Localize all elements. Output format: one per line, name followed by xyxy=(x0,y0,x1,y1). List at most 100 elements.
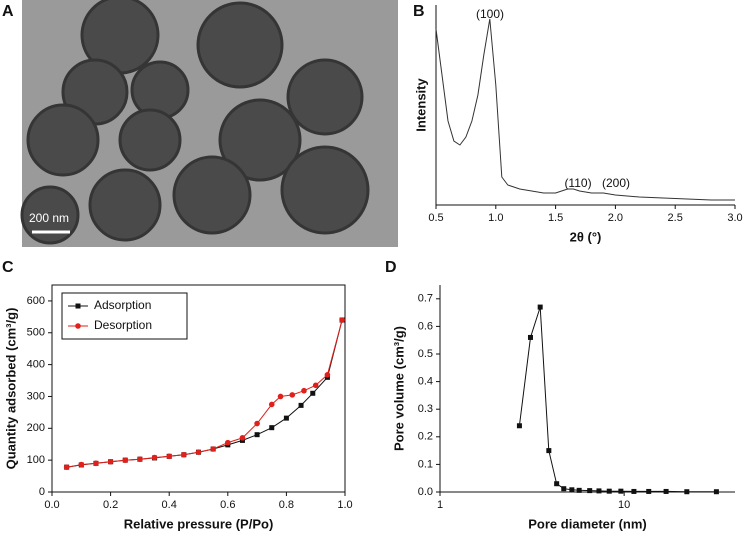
series xyxy=(64,317,345,470)
y-tick-label: 300 xyxy=(27,390,45,402)
marker xyxy=(289,392,296,398)
x-tick-label: 2.0 xyxy=(608,212,623,224)
marker xyxy=(239,435,246,441)
marker xyxy=(516,423,522,429)
x-tick-label: 1.5 xyxy=(548,212,563,224)
marker xyxy=(561,486,567,492)
panel-label: C xyxy=(2,259,14,276)
marker xyxy=(166,453,172,460)
marker xyxy=(663,488,669,494)
marker xyxy=(254,420,260,427)
series xyxy=(516,304,719,495)
panel-label: A xyxy=(2,3,14,20)
marker xyxy=(137,456,143,462)
y-axis-label: Intensity xyxy=(413,78,428,132)
y-tick-label: 200 xyxy=(27,422,45,434)
plot-frame xyxy=(51,284,346,493)
x-tick-label: 10 xyxy=(618,499,630,511)
marker xyxy=(93,460,99,467)
y-tick-label: 500 xyxy=(27,327,45,339)
marker xyxy=(587,488,593,494)
marker xyxy=(646,488,652,494)
x-tick-label: 3.0 xyxy=(727,212,742,224)
x-tick-label: 0.8 xyxy=(279,499,294,511)
y-tick-label: 0.5 xyxy=(418,348,433,360)
marker xyxy=(195,449,202,455)
legend-label: Adsorption xyxy=(94,298,151,312)
marker xyxy=(631,488,637,494)
marker xyxy=(107,458,114,465)
marker xyxy=(301,387,307,394)
legend: Adsorption Desorption xyxy=(61,292,188,340)
annotation: (110) xyxy=(564,176,591,190)
marker xyxy=(312,382,319,389)
y-tick-label: 0.1 xyxy=(418,458,433,470)
marker xyxy=(576,487,582,493)
legend-box xyxy=(61,292,188,340)
y-tick-label: 100 xyxy=(27,454,45,466)
x-tick-label: 0.6 xyxy=(220,499,235,511)
x-axis-label: Relative pressure (P/Po) xyxy=(124,516,274,531)
marker xyxy=(684,489,690,495)
x-tick-label: 0.2 xyxy=(103,499,118,511)
y-tick-label: 400 xyxy=(27,359,45,371)
y-tick-label: 0.6 xyxy=(418,320,433,332)
marker xyxy=(339,317,345,323)
y-tick-label: 600 xyxy=(27,295,45,307)
x-tick-label: 2.5 xyxy=(668,212,683,224)
data-line xyxy=(518,306,717,493)
scale-bar-label: 200 nm xyxy=(29,211,69,225)
annotation: (100) xyxy=(476,7,504,21)
data-line xyxy=(435,18,735,201)
y-tick-label: 0.2 xyxy=(418,431,433,443)
marker xyxy=(618,488,624,494)
y-tick-label: 0.7 xyxy=(418,293,433,305)
x-tick-label: 1.0 xyxy=(337,499,352,511)
y-tick-label: 0.3 xyxy=(418,403,433,415)
marker xyxy=(310,390,316,396)
marker xyxy=(606,488,612,494)
marker xyxy=(225,439,231,446)
marker xyxy=(181,451,187,458)
marker xyxy=(277,393,284,400)
y-axis-label: Pore volume (cm³/g) xyxy=(391,326,406,451)
marker xyxy=(596,488,602,494)
x-axis-label: Pore diameter (nm) xyxy=(528,516,646,531)
marker xyxy=(546,448,552,454)
data-line xyxy=(66,319,343,468)
legend-marker xyxy=(75,323,81,329)
marker xyxy=(713,489,719,495)
particles xyxy=(20,0,370,245)
marker xyxy=(122,457,129,463)
annotation: (200) xyxy=(602,176,630,190)
marker xyxy=(78,461,85,468)
x-axis-label: 2θ (°) xyxy=(570,229,602,244)
panel-label: B xyxy=(413,3,425,20)
data-line xyxy=(66,319,343,468)
y-tick-label: 0.0 xyxy=(418,486,433,498)
marker xyxy=(324,372,331,378)
marker xyxy=(569,487,575,493)
marker xyxy=(554,481,560,487)
marker xyxy=(537,304,543,310)
marker xyxy=(527,334,533,340)
x-tick-label: 0.5 xyxy=(428,212,443,224)
series xyxy=(63,317,345,470)
marker xyxy=(269,425,275,431)
x-tick-label: 0.4 xyxy=(162,499,177,511)
x-tick-label: 1 xyxy=(437,499,443,511)
marker xyxy=(210,446,216,452)
y-tick-label: 0 xyxy=(39,486,45,498)
legend-label: Desorption xyxy=(94,318,152,332)
marker xyxy=(63,464,70,470)
series xyxy=(435,18,735,201)
x-tick-label: 0.0 xyxy=(44,499,59,511)
marker xyxy=(151,454,158,461)
panel-label: D xyxy=(385,259,397,276)
marker xyxy=(298,402,304,408)
y-tick-label: 0.4 xyxy=(418,376,433,388)
marker xyxy=(268,401,275,408)
legend-marker xyxy=(75,303,81,309)
